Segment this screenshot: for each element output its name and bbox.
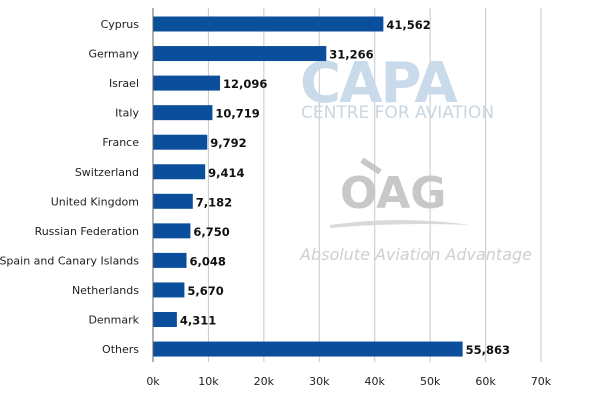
bar xyxy=(153,193,193,209)
bar xyxy=(153,312,177,327)
bar xyxy=(153,105,213,121)
category-label: Others xyxy=(102,343,139,356)
value-label: 9,414 xyxy=(208,166,244,180)
capa-tagline: CENTRE FOR AVIATION xyxy=(301,103,494,123)
category-label: Russian Federation xyxy=(35,225,139,238)
value-label: 55,863 xyxy=(466,343,510,357)
value-label: 41,562 xyxy=(386,18,430,32)
oag-tagline: Absolute Aviation Advantage xyxy=(299,245,532,264)
bar xyxy=(153,75,221,91)
bar xyxy=(153,134,208,150)
value-label: 6,048 xyxy=(190,254,226,268)
bar xyxy=(153,16,384,32)
bar xyxy=(153,46,327,62)
x-tick-label: 70k xyxy=(531,375,552,388)
capa-logo-text: CAPA xyxy=(300,51,458,116)
category-label: Spain and Canary Islands xyxy=(0,254,139,267)
oag-underline-icon xyxy=(330,220,470,228)
x-tick-label: 40k xyxy=(365,375,386,388)
capa-watermark: CAPA CENTRE FOR AVIATION xyxy=(300,51,494,123)
category-labels: Cyprus Germany Israel Italy France Switzerlan… xyxy=(0,18,140,356)
category-label: Italy xyxy=(115,107,139,120)
oag-swoosh-icon xyxy=(360,157,382,175)
x-axis-tick-labels: 0k 10k 20k 30k 40k 50k 60k 70k xyxy=(146,375,551,388)
value-label: 4,311 xyxy=(180,314,216,328)
value-label: 9,792 xyxy=(210,136,246,150)
category-label: Switzerland xyxy=(75,166,139,179)
category-label: Netherlands xyxy=(72,284,139,297)
value-labels: 41,562 31,266 12,096 10,719 9,792 9,414 7,182 6… xyxy=(180,18,510,357)
x-tick-label: 30k xyxy=(309,375,330,388)
oag-logo-text: OAG xyxy=(340,168,446,219)
x-tick-label: 20k xyxy=(254,375,275,388)
bar xyxy=(153,164,206,180)
bar xyxy=(153,341,463,357)
bar xyxy=(153,252,187,268)
x-tick-label: 0k xyxy=(146,375,160,388)
x-tick-label: 60k xyxy=(475,375,496,388)
category-label: United Kingdom xyxy=(51,195,139,208)
bar-series xyxy=(153,16,463,357)
x-tick-label: 10k xyxy=(198,375,219,388)
bar xyxy=(153,282,185,298)
value-label: 31,266 xyxy=(329,48,373,62)
oag-watermark: OAG Absolute Aviation Advantage xyxy=(299,157,532,264)
value-label: 10,719 xyxy=(215,107,259,121)
value-label: 7,182 xyxy=(196,195,232,209)
category-label: Israel xyxy=(109,77,139,90)
category-label: France xyxy=(102,136,139,149)
x-tick-label: 50k xyxy=(420,375,441,388)
category-label: Germany xyxy=(88,48,139,61)
chart-gridlines xyxy=(207,8,542,362)
value-label: 6,750 xyxy=(193,225,229,239)
category-label: Cyprus xyxy=(101,18,140,31)
value-label: 5,670 xyxy=(187,284,223,298)
bar xyxy=(153,223,191,239)
value-label: 12,096 xyxy=(223,77,267,91)
category-label: Denmark xyxy=(88,314,139,327)
